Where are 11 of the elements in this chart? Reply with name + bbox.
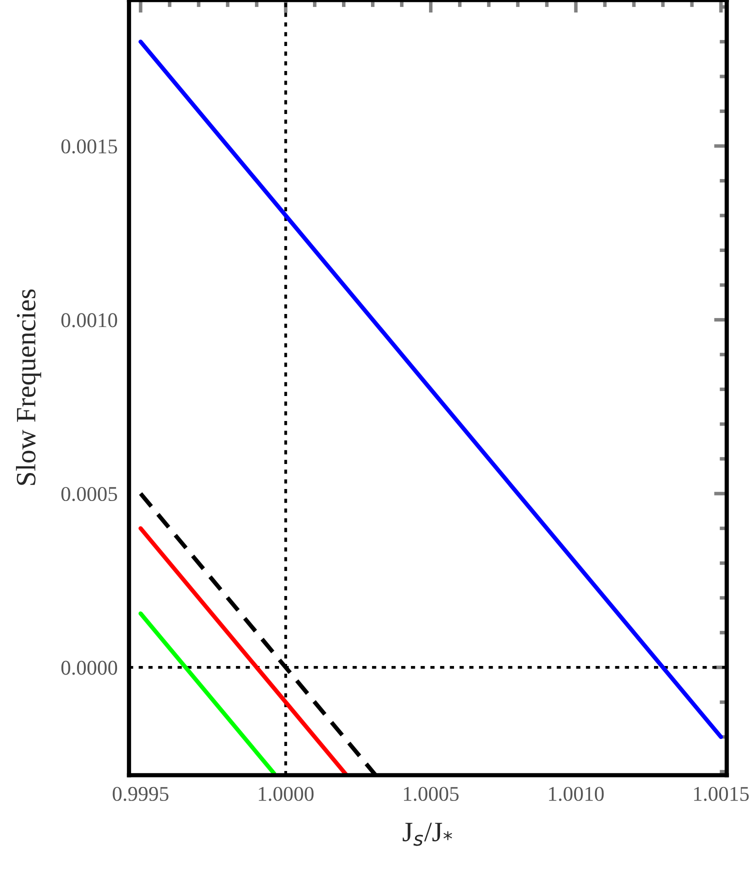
y-tick-label: 0.0010 xyxy=(61,313,118,328)
x-tick-label: 1.0000 xyxy=(258,786,314,802)
x-tick-label: 1.0005 xyxy=(404,786,459,802)
y-tick-label: 0.0005 xyxy=(61,486,118,502)
x-tick-label: 1.0015 xyxy=(694,786,749,802)
x-axis-title: J$_{s}$/J$_{*}$ xyxy=(402,822,452,846)
y-axis-title: Slow Frequencies xyxy=(16,289,42,485)
y-tick-label: 0.0000 xyxy=(61,660,118,675)
x-tick-label: 0.9995 xyxy=(112,786,168,802)
x-tick-label: 1.0010 xyxy=(549,786,604,802)
y-tick-label: 0.0015 xyxy=(61,139,118,154)
